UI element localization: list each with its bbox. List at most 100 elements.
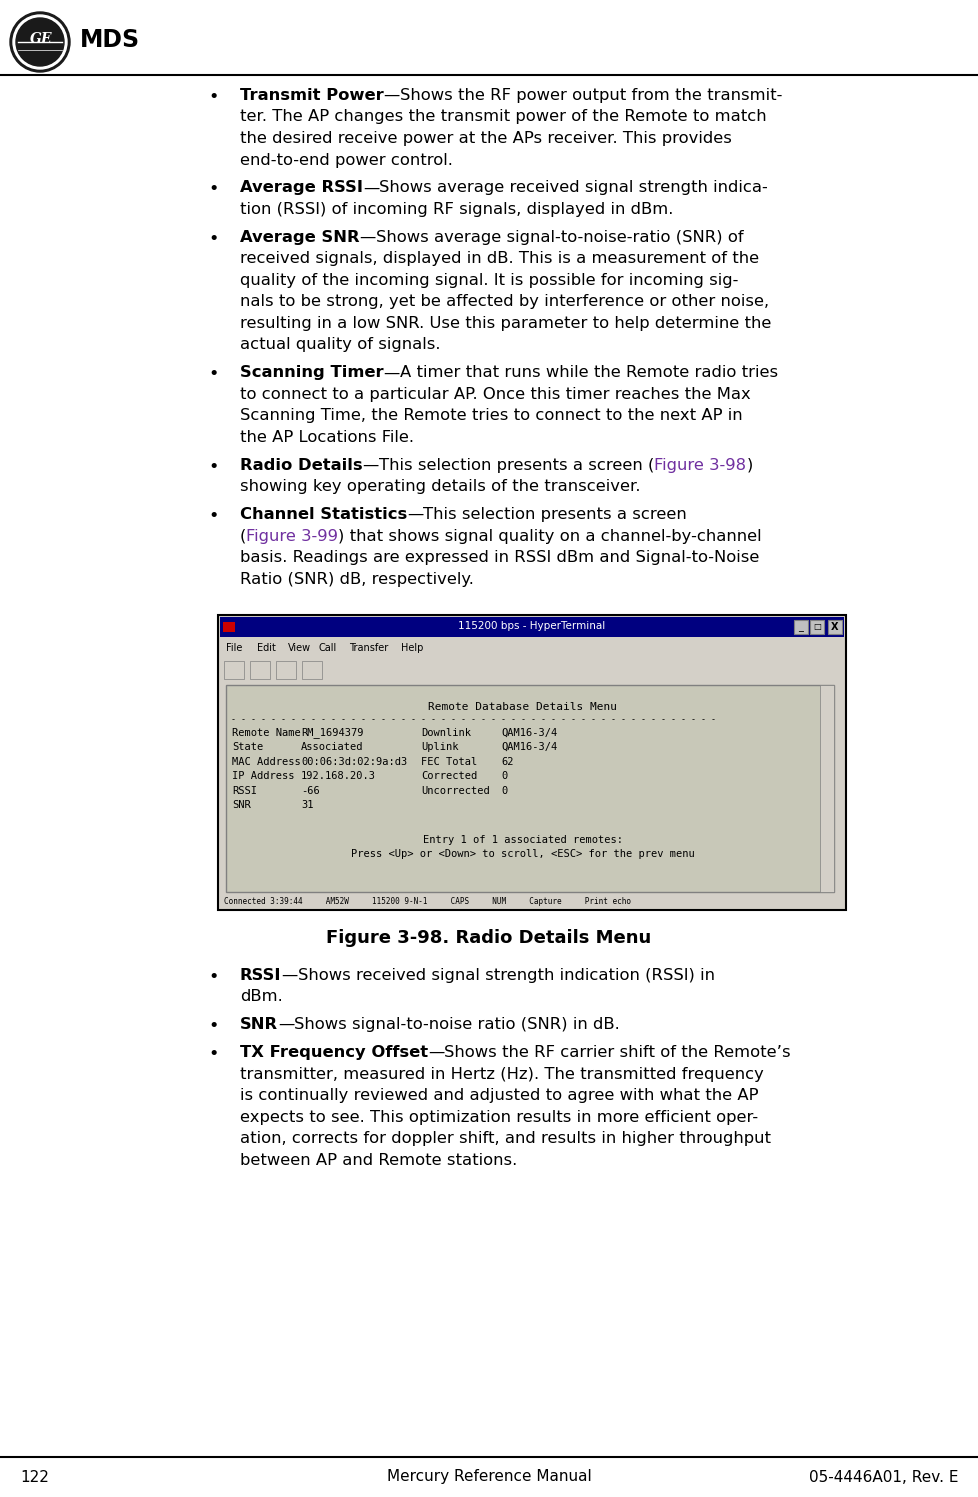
Text: received signals, displayed in dB. This is a measurement of the: received signals, displayed in dB. This … <box>240 251 758 266</box>
Text: This selection presents a screen (: This selection presents a screen ( <box>378 458 653 473</box>
Text: Uncorrected: Uncorrected <box>421 786 489 796</box>
Text: SNR: SNR <box>240 1016 278 1031</box>
Text: between AP and Remote stations.: between AP and Remote stations. <box>240 1153 516 1168</box>
Text: State: State <box>232 743 263 751</box>
Text: —: — <box>427 1045 444 1060</box>
Text: -66: -66 <box>300 786 320 796</box>
Text: basis. Readings are expressed in RSSI dBm and Signal-to-Noise: basis. Readings are expressed in RSSI dB… <box>240 551 759 566</box>
Text: RSSI: RSSI <box>240 967 282 982</box>
Text: 192.168.20.3: 192.168.20.3 <box>300 771 376 781</box>
Text: IP Address: IP Address <box>232 771 294 781</box>
Text: quality of the incoming signal. It is possible for incoming sig-: quality of the incoming signal. It is po… <box>240 272 737 287</box>
Text: (: ( <box>240 528 246 543</box>
Bar <box>793 620 807 633</box>
Text: QAM16-3/4: QAM16-3/4 <box>501 743 556 751</box>
Text: ) that shows signal quality on a channel-by-channel: ) that shows signal quality on a channel… <box>338 528 761 543</box>
Text: Uplink: Uplink <box>421 743 458 751</box>
Text: Entry 1 of 1 associated remotes:: Entry 1 of 1 associated remotes: <box>422 835 622 844</box>
Text: Radio Details: Radio Details <box>240 458 362 473</box>
Bar <box>223 621 235 632</box>
Text: G: G <box>30 31 42 46</box>
Text: •: • <box>207 507 218 525</box>
Text: •: • <box>207 231 218 249</box>
Text: □: □ <box>813 623 821 632</box>
Text: Associated: Associated <box>300 743 363 751</box>
Text: Figure 3-99: Figure 3-99 <box>246 528 338 543</box>
Text: dBm.: dBm. <box>240 990 283 1004</box>
Bar <box>220 894 843 907</box>
Text: Scanning Time, the Remote tries to connect to the next AP in: Scanning Time, the Remote tries to conne… <box>240 409 742 424</box>
Text: —: — <box>383 365 399 380</box>
Text: ter. The AP changes the transmit power of the Remote to match: ter. The AP changes the transmit power o… <box>240 109 766 124</box>
Bar <box>226 684 833 892</box>
Bar <box>820 684 833 892</box>
Text: Downlink: Downlink <box>421 728 470 738</box>
Text: 31: 31 <box>300 801 313 810</box>
Bar <box>218 615 845 910</box>
Text: Transfer: Transfer <box>349 642 388 653</box>
Text: —: — <box>383 88 400 103</box>
Text: Shows the RF power output from the transmit-: Shows the RF power output from the trans… <box>400 88 781 103</box>
Text: Shows the RF carrier shift of the Remote’s: Shows the RF carrier shift of the Remote… <box>444 1045 790 1060</box>
Text: •: • <box>207 458 218 476</box>
Text: tion (RSSI) of incoming RF signals, displayed in dBm.: tion (RSSI) of incoming RF signals, disp… <box>240 202 673 217</box>
Text: Ratio (SNR) dB, respectively.: Ratio (SNR) dB, respectively. <box>240 572 473 587</box>
Text: •: • <box>207 1016 218 1034</box>
Bar <box>224 660 244 678</box>
Text: end-to-end power control.: end-to-end power control. <box>240 153 453 168</box>
Text: FEC Total: FEC Total <box>421 756 476 766</box>
Text: Edit: Edit <box>256 642 276 653</box>
Text: —: — <box>282 967 297 982</box>
Text: View: View <box>288 642 310 653</box>
Text: QAM16-3/4: QAM16-3/4 <box>501 728 556 738</box>
Text: Mercury Reference Manual: Mercury Reference Manual <box>386 1470 591 1485</box>
Text: Average SNR: Average SNR <box>240 231 359 246</box>
Text: 122: 122 <box>20 1470 49 1485</box>
Text: Figure 3-98: Figure 3-98 <box>653 458 745 473</box>
Text: 62: 62 <box>501 756 513 766</box>
Text: Shows received signal strength indication (RSSI) in: Shows received signal strength indicatio… <box>297 967 714 982</box>
Bar <box>220 617 843 636</box>
Text: MAC Address: MAC Address <box>232 756 300 766</box>
Text: File: File <box>226 642 243 653</box>
Text: MDS: MDS <box>80 28 140 52</box>
Text: X: X <box>830 621 838 632</box>
Text: ): ) <box>745 458 752 473</box>
Text: Transmit Power: Transmit Power <box>240 88 383 103</box>
Text: Connected 3:39:44     AM52W     115200 9-N-1     CAPS     NUM     Capture     Pr: Connected 3:39:44 AM52W 115200 9-N-1 CAP… <box>224 897 631 906</box>
Bar <box>220 657 843 683</box>
Bar <box>220 639 843 657</box>
Text: This selection presents a screen: This selection presents a screen <box>423 507 687 522</box>
Text: SNR: SNR <box>232 801 250 810</box>
Text: Call: Call <box>318 642 336 653</box>
Text: •: • <box>207 365 218 383</box>
Text: —: — <box>278 1016 294 1031</box>
Text: expects to see. This optimization results in more efficient oper-: expects to see. This optimization result… <box>240 1109 757 1124</box>
Text: —: — <box>362 458 378 473</box>
Text: actual quality of signals.: actual quality of signals. <box>240 337 440 352</box>
Text: 115200 bps - HyperTerminal: 115200 bps - HyperTerminal <box>458 621 605 630</box>
Text: Remote Database Details Menu: Remote Database Details Menu <box>428 702 617 711</box>
Text: Remote Name: Remote Name <box>232 728 300 738</box>
Text: Channel Statistics: Channel Statistics <box>240 507 407 522</box>
Text: the AP Locations File.: the AP Locations File. <box>240 430 414 445</box>
Text: resulting in a low SNR. Use this parameter to help determine the: resulting in a low SNR. Use this paramet… <box>240 316 771 331</box>
Bar <box>809 620 823 633</box>
Text: ation, corrects for doppler shift, and results in higher throughput: ation, corrects for doppler shift, and r… <box>240 1132 771 1147</box>
Text: transmitter, measured in Hertz (Hz). The transmitted frequency: transmitter, measured in Hertz (Hz). The… <box>240 1066 763 1082</box>
Bar <box>276 660 295 678</box>
Text: Help: Help <box>400 642 422 653</box>
Text: A timer that runs while the Remote radio tries: A timer that runs while the Remote radio… <box>399 365 778 380</box>
Text: Press <Up> or <Down> to scroll, <ESC> for the prev menu: Press <Up> or <Down> to scroll, <ESC> fo… <box>351 849 694 859</box>
Text: Corrected: Corrected <box>421 771 476 781</box>
Text: the desired receive power at the APs receiver. This provides: the desired receive power at the APs rec… <box>240 132 732 147</box>
Text: —: — <box>359 231 376 246</box>
Text: Scanning Timer: Scanning Timer <box>240 365 383 380</box>
Bar <box>301 660 322 678</box>
Bar <box>249 660 270 678</box>
Text: RSSI: RSSI <box>232 786 257 796</box>
Text: Average RSSI: Average RSSI <box>240 181 363 196</box>
Text: Figure 3-98. Radio Details Menu: Figure 3-98. Radio Details Menu <box>326 928 651 946</box>
Text: •: • <box>207 967 218 985</box>
Text: •: • <box>207 1045 218 1063</box>
